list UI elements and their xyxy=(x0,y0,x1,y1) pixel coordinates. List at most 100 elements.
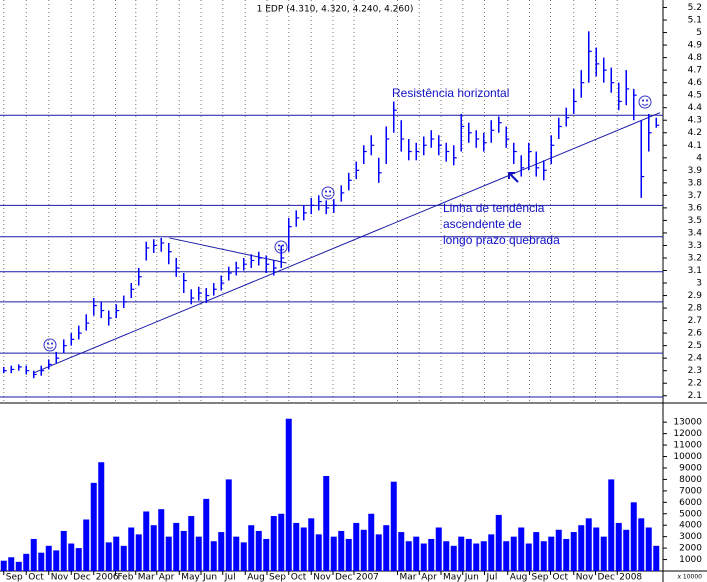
y-tick-label: 4.7 xyxy=(688,66,702,76)
y-tick-label: 2.5 xyxy=(688,341,702,351)
x-tick-label: 2006 xyxy=(96,573,119,582)
volume-bar xyxy=(240,542,247,571)
x-tick-label: Dec xyxy=(335,573,352,582)
y-tick-label: 4.3 xyxy=(688,116,702,126)
y-tick-label: 4.1 xyxy=(688,141,702,151)
annotation: ascendente de xyxy=(443,217,522,231)
volume-bar xyxy=(285,418,292,571)
x-tick-label: Oct xyxy=(28,573,44,582)
volume-bar xyxy=(248,525,255,571)
volume-bar xyxy=(45,545,52,571)
volume-bar xyxy=(585,518,592,571)
volume-bar xyxy=(30,538,37,571)
y-tick-label: 3 xyxy=(696,279,702,289)
volume-bar xyxy=(113,536,120,571)
volume-bar xyxy=(345,538,352,571)
y-tick-label: 3.6 xyxy=(688,203,703,213)
volume-bar xyxy=(300,527,307,571)
volume-bar xyxy=(75,548,82,571)
volume-bar xyxy=(60,530,67,571)
volume-bar xyxy=(338,530,345,571)
annotation: longo prazo quebrada xyxy=(443,233,560,247)
y-tick-label: 3.9 xyxy=(688,166,703,176)
volume-bar xyxy=(180,530,187,571)
volume-bar xyxy=(608,479,615,571)
y-tick-label: 3.4 xyxy=(688,228,703,238)
x-tick-label: Apr xyxy=(421,573,437,582)
x-tick-label: Sep xyxy=(6,573,23,582)
volume-bar xyxy=(548,536,555,571)
x-tick-label: Nov xyxy=(313,573,331,582)
y-tick-label: 4.5 xyxy=(688,91,702,101)
volume-bar xyxy=(278,513,285,571)
y-tick-label: 7000 xyxy=(679,486,702,496)
volume-bar xyxy=(653,545,660,571)
y-tick-label: 3000 xyxy=(679,532,702,542)
x-tick-label: Mar xyxy=(138,573,155,582)
volume-bar xyxy=(638,518,645,571)
x-tick-label: Nov xyxy=(51,573,69,582)
x-tick-label: Jul xyxy=(486,573,498,582)
y-tick-label: 5 xyxy=(696,28,702,38)
y-tick-label: 5.1 xyxy=(688,16,702,26)
volume-bar xyxy=(293,522,300,571)
x-tick-label: Oct xyxy=(553,573,569,582)
x-tick-label: May xyxy=(443,573,462,582)
x-tick-label: Sep xyxy=(532,573,549,582)
volume-bar xyxy=(555,529,562,571)
volume-bar xyxy=(518,527,525,571)
volume-bar xyxy=(465,538,472,571)
x-tick-label: May xyxy=(181,573,200,582)
volume-bar xyxy=(525,543,532,571)
x-tick-label: Aug xyxy=(510,573,528,582)
y-tick-label: 3.5 xyxy=(688,216,702,226)
volume-bar xyxy=(540,541,547,571)
volume-bar xyxy=(315,534,322,571)
x-tick-label: 2008 xyxy=(619,573,642,582)
volume-bar xyxy=(645,527,652,571)
volume-bar xyxy=(120,545,127,571)
volume-bar xyxy=(413,536,420,571)
volume-bar xyxy=(90,482,97,571)
volume-unit: x 10000 xyxy=(677,574,702,581)
volume-bar xyxy=(473,543,480,571)
volume-bar xyxy=(353,522,360,571)
volume-bar xyxy=(383,525,390,571)
y-tick-label: 6000 xyxy=(679,498,702,508)
chart-title: 1 EDP (4.310, 4.320, 4.240, 4.260) xyxy=(257,5,414,15)
volume-bar xyxy=(270,516,277,571)
volume-bar xyxy=(0,560,7,571)
y-tick-label: 13000 xyxy=(673,418,702,428)
volume-bar xyxy=(38,552,45,571)
x-tick-label: Oct xyxy=(291,573,307,582)
annotation: Linha de tendência xyxy=(443,201,545,215)
volume-bar xyxy=(480,541,487,571)
y-tick-label: 4.2 xyxy=(688,128,702,138)
volume-bar xyxy=(360,529,367,571)
y-tick-label: 4.4 xyxy=(688,103,703,113)
y-tick-label: 12000 xyxy=(673,429,702,439)
volume-bar xyxy=(510,536,517,571)
volume-bar xyxy=(53,550,60,571)
y-tick-label: 2.4 xyxy=(688,354,703,364)
volume-bar xyxy=(210,541,217,571)
volume-bar xyxy=(330,536,337,571)
volume-bar xyxy=(23,553,30,571)
x-tick-label: Dec xyxy=(73,573,90,582)
volume-bar xyxy=(428,538,435,571)
y-tick-label: 5.2 xyxy=(688,3,702,13)
y-tick-label: 2.9 xyxy=(688,291,703,301)
arrow xyxy=(508,172,519,183)
y-tick-label: 2.2 xyxy=(688,379,702,389)
trend-line xyxy=(32,112,661,374)
y-tick-label: 1000 xyxy=(679,555,702,565)
volume-bar xyxy=(533,532,540,571)
volume-bar xyxy=(563,538,570,571)
y-tick-label: 2.6 xyxy=(688,329,703,339)
annotation: Resistência horizontal xyxy=(392,86,509,100)
volume-bar xyxy=(435,527,442,571)
volume-bar xyxy=(323,475,330,571)
x-tick-label: Mar xyxy=(400,573,417,582)
